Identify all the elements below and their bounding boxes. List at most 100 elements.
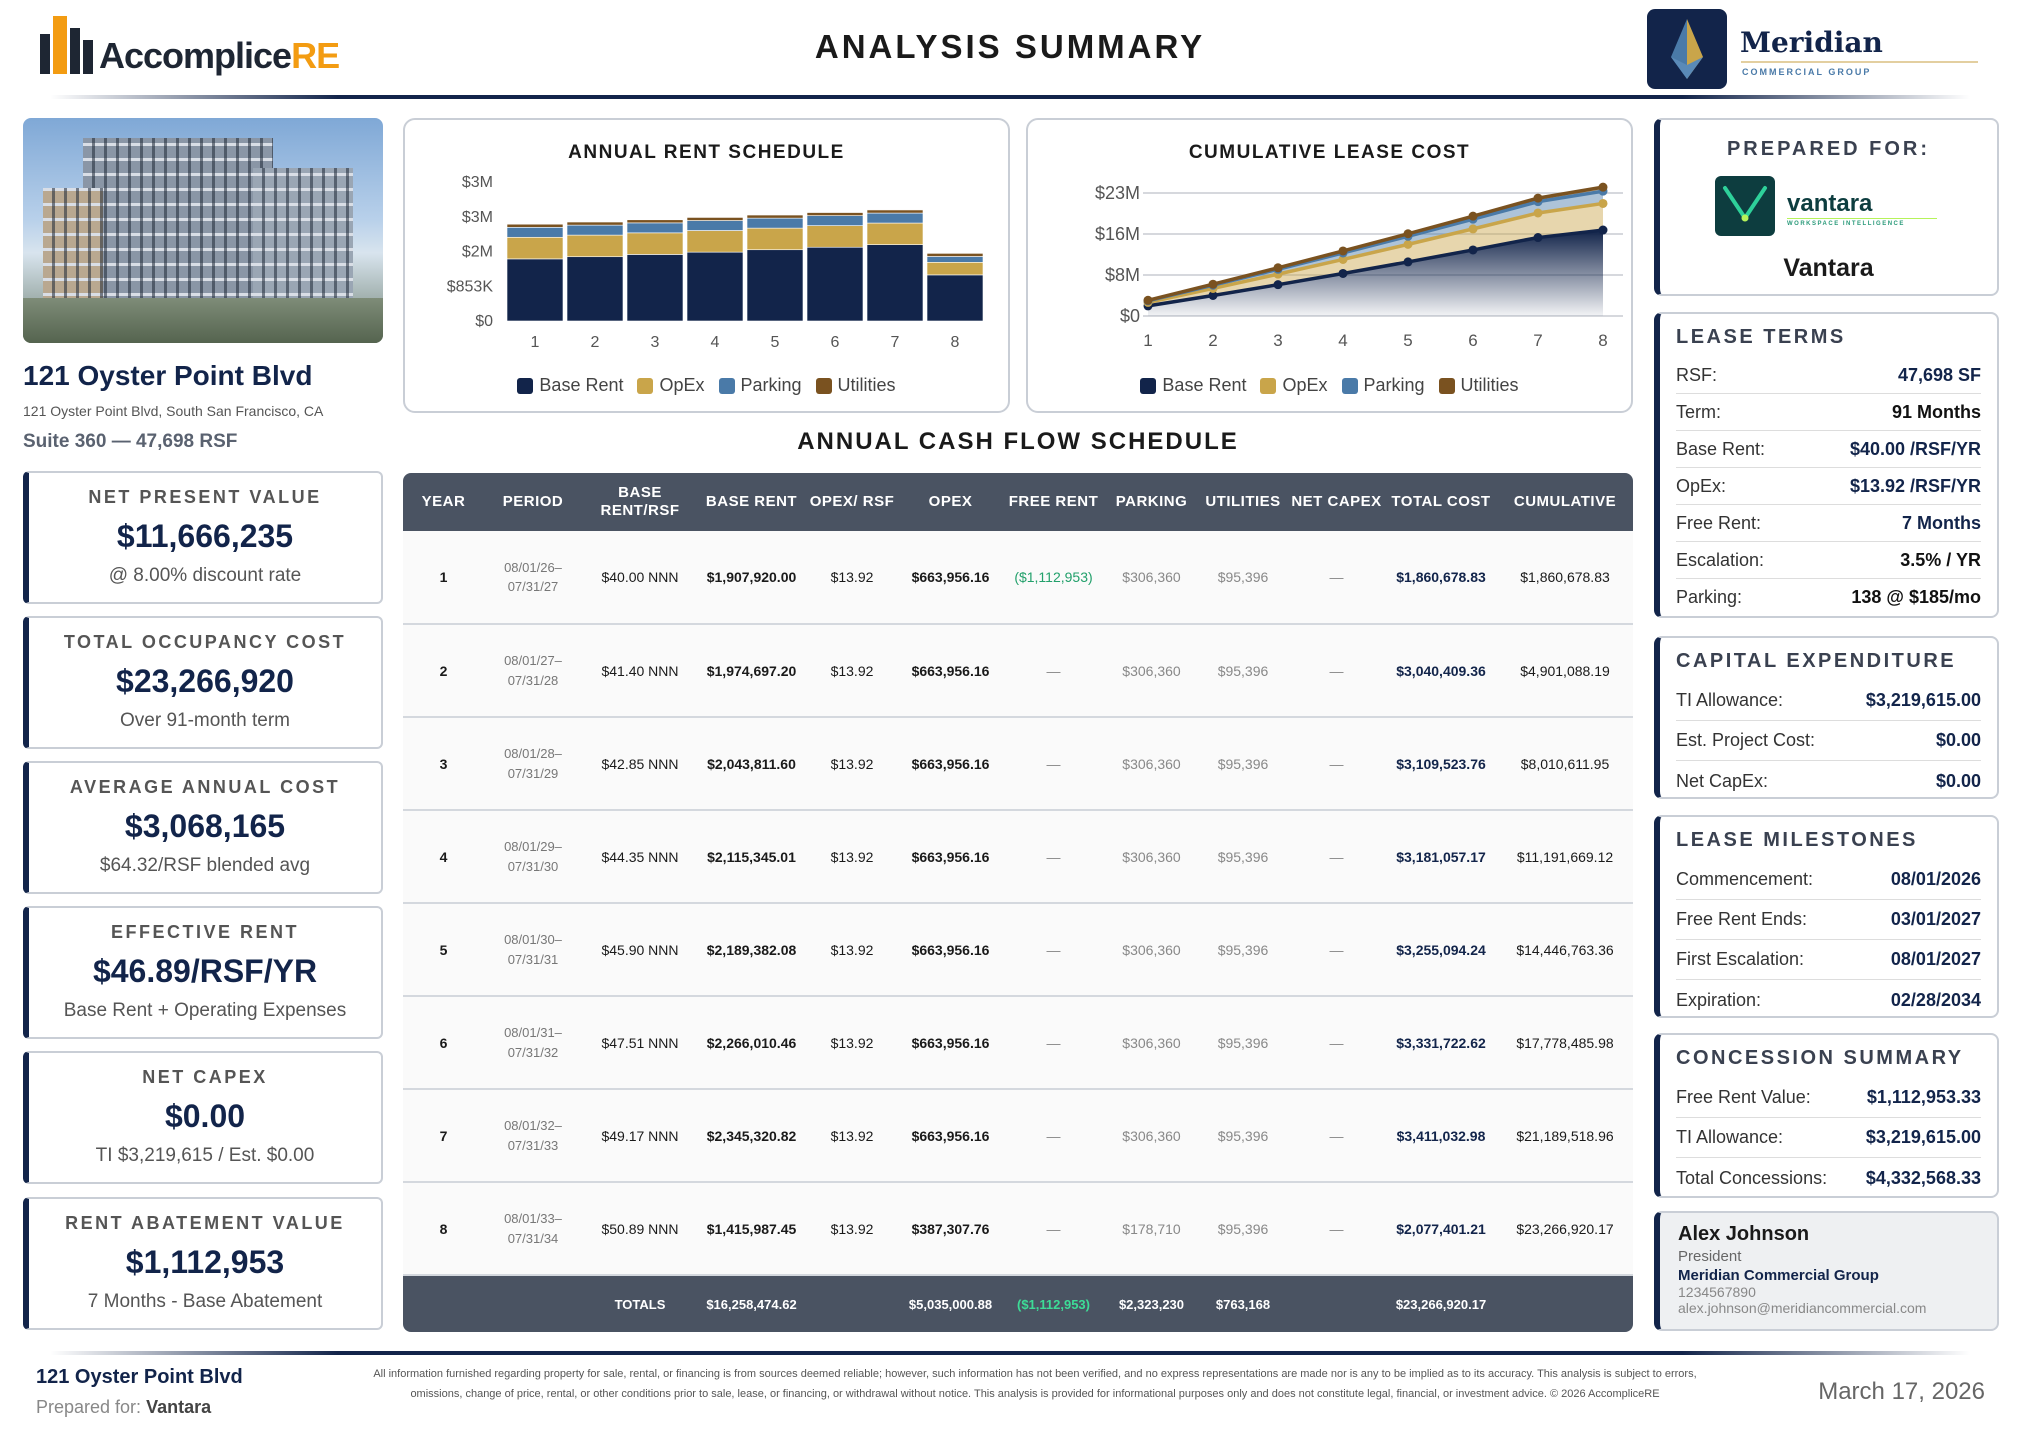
table-cell: — [1329, 941, 1344, 958]
line-opex [1147, 201, 1604, 305]
brand-main: Accomplice [99, 35, 292, 76]
detail-label: Expiration: [1676, 989, 1762, 1010]
table-cell: $178,710 [1122, 1220, 1181, 1237]
point-utilities [1598, 182, 1608, 192]
property-suite: Suite 360 — 47,698 RSF [23, 431, 238, 452]
bar-opex [746, 227, 804, 251]
bar-base-rent [506, 258, 564, 322]
totals-cell: $763,168 [1215, 1296, 1271, 1312]
column-header: NET CAPEX [1291, 493, 1382, 510]
y-tick-label: $853K [447, 278, 494, 295]
column-header: OPEX/ RSF [809, 493, 895, 510]
meridian-logo-icon [1647, 9, 1727, 89]
contact-card: Alex Johnson President Meridian Commerci… [1654, 1211, 1999, 1331]
table-cell: $306,360 [1122, 569, 1181, 585]
table-cell: $13.92 [830, 1220, 874, 1237]
totals-cell: TOTALS [614, 1296, 666, 1312]
table-cell: — [1329, 1127, 1344, 1144]
contact-email[interactable]: alex.johnson@meridiancommercial.com [1678, 1300, 1927, 1316]
bar-opex [866, 222, 924, 245]
bar-base-rent [686, 251, 744, 322]
column-header: FREE RENT [1008, 493, 1099, 510]
panel-title: LEASE TERMS [1676, 326, 1846, 348]
detail-value: $0.00 [1935, 730, 1981, 750]
y-tick-label: $3M [462, 209, 493, 226]
kpi-value: $0.00 [164, 1098, 246, 1134]
bar-utilities [866, 209, 924, 214]
detail-value: 47,698 SF [1897, 364, 1981, 385]
y-tick-label: $3M [462, 174, 493, 191]
detail-value: 91 Months [1891, 401, 1981, 422]
contact-company: Meridian Commercial Group [1678, 1267, 1879, 1284]
detail-value: 3.5% / YR [1900, 549, 1981, 570]
kpi-label: TOTAL OCCUPANCY COST [63, 632, 347, 652]
bar-utilities [506, 223, 564, 228]
kpi-rent-abatement: RENT ABATEMENT VALUE $1,112,953 7 Months -… [23, 1197, 383, 1330]
prepared-label: PREPARED FOR: [1726, 138, 1931, 160]
contact-phone[interactable]: 1234567890 [1678, 1284, 1756, 1300]
column-header: YEAR [421, 493, 466, 510]
client-name: Vantara [1783, 254, 1874, 282]
x-tick-label: 3 [651, 334, 660, 351]
table-cell: $95,396 [1217, 1034, 1269, 1051]
table-cell: 08/01/26–07/31/27 [504, 559, 562, 595]
y-tick-label: $0 [1120, 306, 1140, 326]
table-cell: $663,956.16 [911, 755, 990, 772]
line-base-rent [1147, 228, 1604, 308]
bar-utilities [566, 221, 624, 226]
table-cell: 6 [439, 1034, 448, 1051]
table-cell: $1,860,678.83 [1520, 569, 1610, 585]
table-cell: $13.92 [830, 662, 874, 679]
brand-accent: RE [291, 35, 340, 76]
panel-title: CONCESSION SUMMARY [1676, 1047, 1964, 1069]
point-base-rent [1403, 257, 1413, 267]
legend-base-rent: Base Rent [1140, 375, 1246, 396]
property-photo [23, 118, 383, 343]
table-cell: $387,307.76 [911, 1220, 990, 1237]
detail-value: $13.92 /RSF/YR [1849, 475, 1981, 496]
detail-label: First Escalation: [1676, 949, 1805, 969]
table-cell: $44.35 NNN [601, 848, 679, 865]
column-header: UTILITIES [1205, 493, 1281, 510]
detail-value: 7 Months [1902, 512, 1981, 533]
detail-row: Total Concessions: $4,332,568.33 [1676, 1158, 1981, 1198]
footer-disclaimer: All information furnished regarding prop… [373, 1368, 1697, 1400]
chart-title: ANNUAL RENT SCHEDULE [568, 142, 845, 163]
point-opex [1533, 208, 1543, 218]
point-utilities [1403, 229, 1413, 239]
table-cell: — [1329, 662, 1344, 679]
table-header-row: YEAR PERIOD BASE RENT/RSF BASE RENT OPEX/ RS… [403, 473, 1633, 531]
table-cell: — [1046, 1127, 1061, 1144]
table-cell: — [1046, 941, 1061, 958]
table-cell: $663,956.16 [911, 848, 990, 865]
table-cell: $306,360 [1122, 1127, 1181, 1144]
detail-row: First Escalation: 08/01/2027 [1676, 940, 1981, 980]
kpi-net-capex: NET CAPEX $0.00 TI $3,219,615 / Est. $0.00 [23, 1051, 383, 1184]
bar-parking [746, 217, 804, 229]
totals-cell: $23,266,920.17 [1395, 1296, 1487, 1312]
detail-label: Parking: [1676, 587, 1743, 607]
table-cell: $95,396 [1217, 662, 1269, 679]
bar-utilities [686, 217, 744, 221]
totals-cell: $16,258,474.62 [706, 1296, 797, 1312]
table-totals-row: TOTALS $16,258,474.62 $5,035,000.88 ($1,112… [403, 1275, 1633, 1332]
detail-row: Expiration: 02/28/2034 [1676, 980, 1981, 1020]
table-row: 7 08/01/32–07/31/33 $49.17 NNN $2,345,320.8… [403, 1089, 1633, 1182]
table-cell: $17,778,485.98 [1516, 1034, 1614, 1051]
point-opex [1338, 254, 1348, 264]
kpi-sub: Over 91-month term [120, 710, 290, 731]
table-cell: $13.92 [830, 941, 874, 958]
building-bars-icon [40, 16, 93, 74]
column-header: OPEX [928, 493, 973, 510]
x-tick-label: 8 [1598, 331, 1607, 350]
legend-utilities: Utilities [1438, 375, 1519, 396]
detail-label: Term: [1676, 401, 1721, 422]
table-cell: 1 [439, 569, 448, 585]
detail-value: 02/28/2034 [1890, 989, 1981, 1010]
kpi-label: AVERAGE ANNUAL COST [69, 777, 341, 797]
chart-legend: Base Rent OpEx Parking Utilities [1028, 375, 1631, 396]
totals-cell: ($1,112,953) [1016, 1296, 1090, 1312]
bar-parking [626, 222, 684, 234]
cash-flow-table: YEAR PERIOD BASE RENT/RSF BASE RENT OPEX/ RS… [403, 473, 1633, 1332]
table-cell: 08/01/27–07/31/28 [504, 653, 562, 688]
